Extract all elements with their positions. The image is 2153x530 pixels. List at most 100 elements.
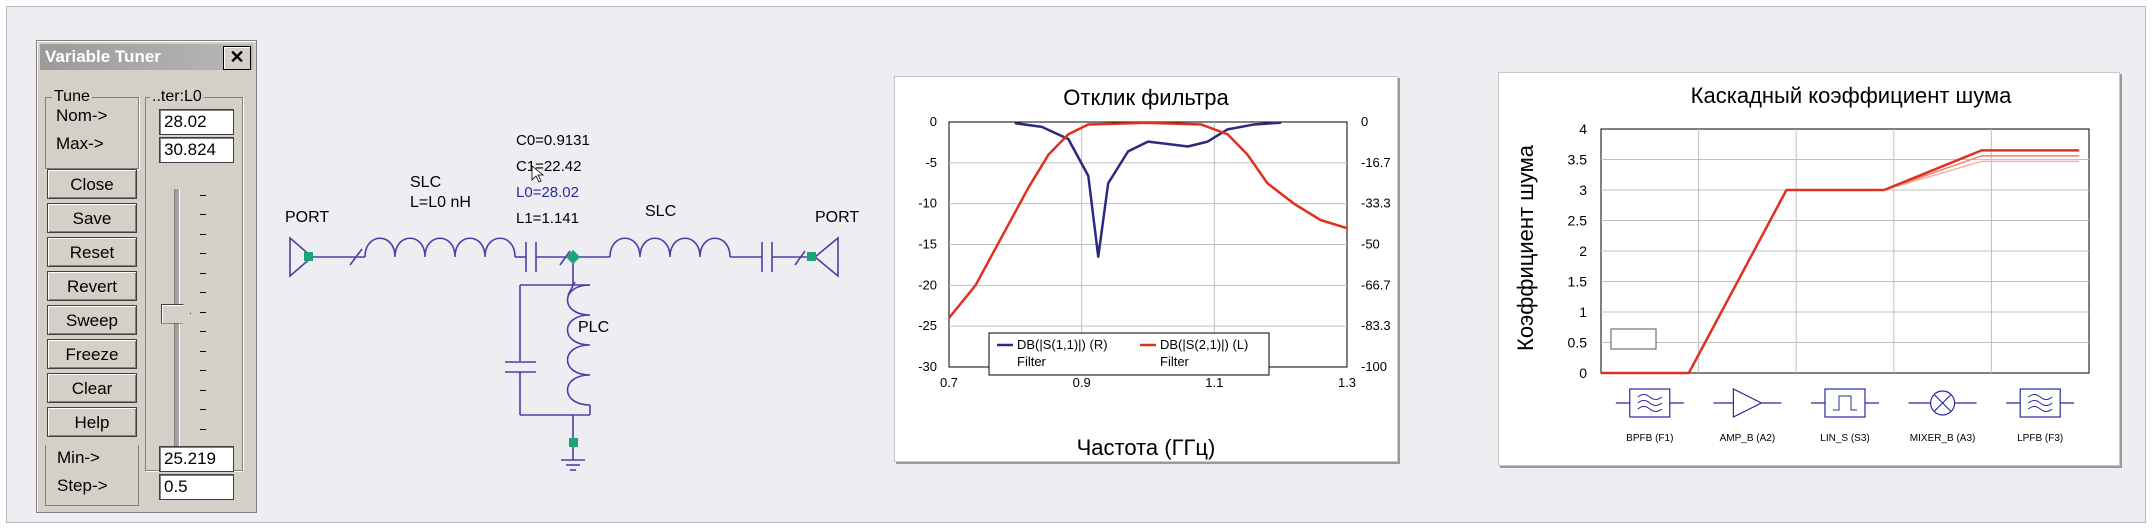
port-left-label: PORT	[285, 209, 329, 226]
series-s21-point	[1001, 235, 1003, 238]
port-left-symbol[interactable]	[289, 236, 314, 278]
series-s11-point	[1147, 140, 1149, 143]
block-label: LIN_S (S3)	[1820, 433, 1869, 444]
series-s11-point	[1167, 143, 1169, 145]
series-s21-point	[1087, 123, 1090, 126]
chart2-ytick: 2	[1579, 243, 1587, 259]
legend-s11-label: DB(|S(1,1)|) (R)	[1017, 337, 1108, 352]
slc1-inductor[interactable]	[364, 237, 516, 258]
chart1-y2tick: -33.3	[1361, 196, 1391, 211]
block-label: LPFB (F3)	[2017, 433, 2063, 444]
chart2-series	[1601, 149, 2080, 375]
chart2-ytick: 2.5	[1568, 213, 1588, 229]
l1-param: L1=1.141	[516, 210, 579, 227]
series-s21-point	[1266, 182, 1269, 185]
amplifier-icon[interactable]	[1732, 388, 1763, 418]
clear-button[interactable]: Clear	[47, 373, 137, 403]
port-left-node	[304, 252, 313, 261]
series-s21-point	[974, 284, 977, 287]
tune-group: Tune Nom-> Max->	[45, 88, 139, 169]
series-s11-point	[1127, 150, 1129, 153]
series-s21-point	[1319, 219, 1322, 221]
series-s21-line	[949, 122, 1347, 319]
block-label: MIXER_B (A3)	[1910, 433, 1976, 444]
filter-response-panel: Отклик фильтра Частота (ГГц) 0.7 0.9 1.1 1.…	[894, 76, 1398, 462]
step-value-field[interactable]: 0.5	[159, 474, 234, 500]
slc1-value: L=L0 nH	[410, 194, 471, 211]
legend-s21-label: DB(|S(2,1)|) (L)	[1160, 337, 1248, 352]
nom-value-field[interactable]: 28.02	[159, 109, 234, 135]
series-s11-point	[1187, 145, 1189, 148]
reset-button[interactable]: Reset	[47, 237, 137, 267]
block-label: AMP_B (A2)	[1720, 433, 1776, 444]
series-s21-point	[1200, 123, 1202, 126]
slider-tick	[200, 389, 206, 391]
chart1-xtick: 0.9	[1073, 375, 1091, 390]
series-s21-point	[1246, 153, 1249, 156]
sweep-button[interactable]: Sweep	[47, 305, 137, 335]
series-s11-point	[1087, 175, 1090, 177]
tuner-title-bar[interactable]: Variable Tuner ✕	[40, 44, 253, 70]
chart2-ytick: 1	[1579, 304, 1587, 320]
min-value-field[interactable]: 25.219	[159, 446, 234, 472]
noise-figure-line	[1601, 149, 2080, 375]
series-s21-point	[1293, 202, 1295, 205]
chart2-ticks: 0 0.5 1 1.5 2 2.5 3 3.5 4	[1568, 121, 1588, 381]
l0-param[interactable]: L0=28.02	[516, 184, 579, 201]
chart1-xlabel: Частота (ГГц)	[1077, 435, 1216, 460]
series-s11-point	[1014, 122, 1017, 125]
port-right-node	[807, 252, 816, 261]
slc1-label: SLC	[410, 174, 441, 191]
chart2-title: Каскадный коэффициент шума	[1691, 83, 2012, 108]
chart1-y2tick: -83.3	[1361, 318, 1391, 333]
help-button[interactable]: Help	[47, 407, 137, 437]
chart1-lines	[949, 122, 1347, 319]
slider-tick	[200, 370, 206, 372]
max-value-field[interactable]: 30.824	[159, 137, 234, 163]
filter-schematic: PORT PORT SLC L=L0 nH SLC PLC C0=0.9131 …	[285, 132, 859, 471]
plc-label: PLC	[578, 319, 609, 336]
max-label: Max->	[56, 134, 104, 153]
slider-thumb[interactable]	[161, 303, 191, 324]
legend-s11-sublabel: Filter	[1017, 354, 1047, 369]
chart2-ytick: 4	[1579, 121, 1587, 137]
c0-param: C0=0.9131	[516, 132, 590, 149]
marker-box[interactable]	[1610, 328, 1657, 350]
series-s11-point	[1253, 123, 1255, 126]
slider-tick	[200, 272, 206, 274]
filter-wave-icon	[2027, 394, 2053, 400]
slider-tick	[200, 409, 206, 411]
noise-figure-line	[1601, 155, 2080, 374]
c1-param: C1=22.42	[516, 158, 581, 175]
slc2-inductor[interactable]	[609, 237, 731, 258]
plc-inductor[interactable]	[566, 284, 591, 406]
series-s21-point	[1027, 186, 1030, 189]
chart1-xtick: 1.3	[1338, 375, 1356, 390]
filter-wave-icon	[1637, 400, 1663, 406]
series-s11-point	[1206, 140, 1209, 143]
noise-figure-line	[1601, 160, 2080, 374]
chart1-ytick: -25	[918, 318, 937, 333]
range-group	[45, 445, 139, 506]
slider-tick	[200, 311, 206, 313]
filter-wave-icon	[1637, 406, 1663, 412]
freeze-button[interactable]: Freeze	[47, 339, 137, 369]
port-right-symbol[interactable]	[813, 236, 839, 278]
filter-wave-icon	[2027, 406, 2053, 412]
revert-button[interactable]: Revert	[47, 271, 137, 301]
chart2-ytick: 0.5	[1568, 335, 1588, 351]
ground-node	[569, 438, 578, 447]
slider-tick	[200, 331, 206, 333]
filter-response-chart: Отклик фильтра Частота (ГГц) 0.7 0.9 1.1 1.…	[918, 85, 1391, 460]
block-label: BPFB (F1)	[1626, 433, 1673, 444]
lin-pulse-icon	[1833, 395, 1857, 411]
save-button[interactable]: Save	[47, 203, 137, 233]
bpfb-block-icon[interactable]	[1629, 388, 1671, 418]
close-button[interactable]: Close	[47, 169, 137, 199]
lin-s-block-icon[interactable]	[1824, 388, 1866, 418]
close-icon[interactable]: ✕	[223, 46, 251, 70]
slider-tick	[200, 253, 206, 255]
junction-node	[565, 249, 581, 265]
series-s21-point	[1226, 133, 1229, 136]
series-s11-point	[1279, 122, 1282, 124]
